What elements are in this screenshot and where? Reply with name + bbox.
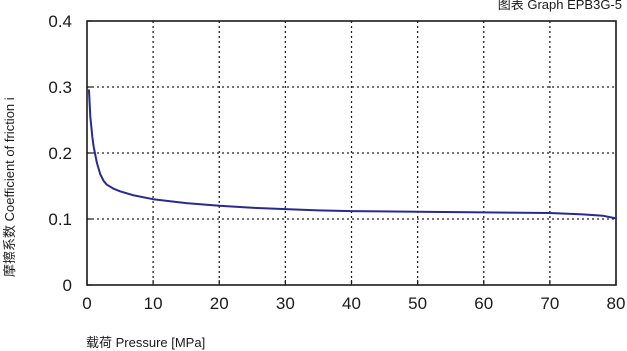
y-tick-label: 0.4 — [48, 12, 72, 31]
y-tick-label: 0.1 — [48, 210, 72, 229]
x-tick-label: 70 — [540, 294, 559, 313]
tick-labels: 0 10 20 30 40 50 60 70 80 0 0.1 0.2 0.3 0.4 — [48, 12, 625, 313]
series-line — [87, 89, 617, 220]
x-tick-label: 30 — [276, 294, 295, 313]
x-tick-label: 50 — [408, 294, 427, 313]
y-axis-label: 摩擦系数 Coefficient of friction i — [2, 97, 17, 277]
grid — [86, 20, 617, 286]
x-tick-label: 80 — [607, 294, 626, 313]
x-tick-label: 60 — [474, 294, 493, 313]
x-tick-label: 20 — [210, 294, 229, 313]
x-tick-label: 10 — [144, 294, 163, 313]
y-tick-label: 0.2 — [48, 144, 72, 163]
series-group — [87, 89, 617, 220]
y-tick-label: 0 — [63, 276, 72, 295]
x-axis-label: 载荷 Pressure [MPa] — [86, 335, 205, 350]
chart-title: 图表 Graph EPB3G-5 — [498, 0, 622, 12]
x-tick-label: 0 — [82, 294, 91, 313]
x-tick-label: 40 — [342, 294, 361, 313]
y-tick-label: 0.3 — [48, 78, 72, 97]
